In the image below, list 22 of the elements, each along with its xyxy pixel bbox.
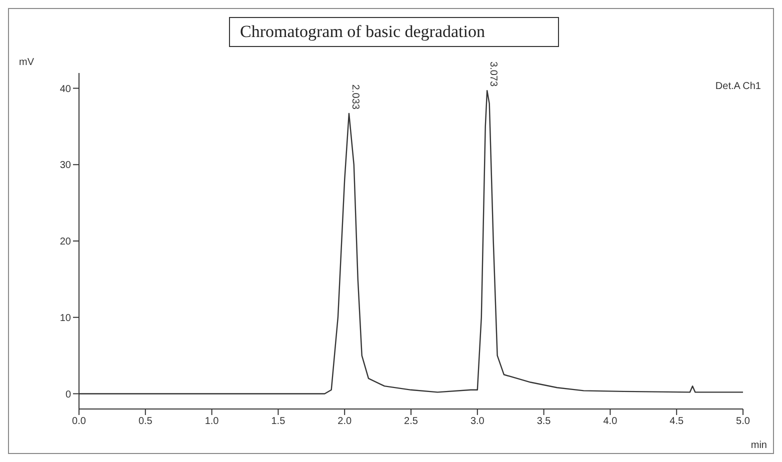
y-tick-label: 30 [60, 160, 72, 172]
x-tick-label: 2.0 [338, 416, 352, 428]
x-tick-label: 0.5 [138, 416, 153, 428]
x-tick-label: 3.0 [470, 416, 485, 428]
y-axis-title: mV [19, 57, 34, 68]
x-tick-label: 0.0 [72, 416, 86, 428]
annotation: Det.A Ch1 [715, 81, 761, 92]
y-tick-label: 40 [60, 84, 72, 95]
chart-title: Chromatogram of basic degradation [229, 17, 559, 47]
y-tick-label: 10 [60, 312, 72, 324]
x-tick-label: 1.0 [204, 416, 220, 428]
x-tick-label: 4.5 [670, 416, 684, 428]
x-axis-title: min [750, 440, 767, 451]
x-tick-label: 3.5 [536, 416, 552, 428]
x-tick-label: 5.0 [736, 416, 750, 428]
y-tick-label: 0 [65, 389, 72, 400]
annotation: 2.033 [349, 84, 360, 110]
y-tick-label: 20 [60, 236, 72, 248]
x-tick-label: 1.5 [271, 416, 286, 428]
x-tick-label: 2.5 [404, 416, 418, 428]
x-tick-label: 4.0 [603, 416, 618, 428]
annotation: 3.073 [487, 62, 498, 87]
